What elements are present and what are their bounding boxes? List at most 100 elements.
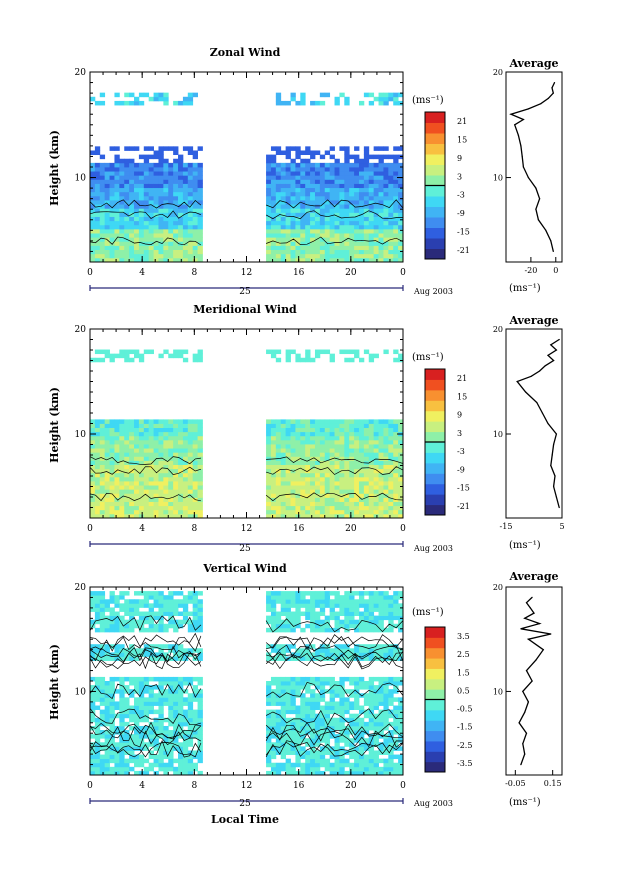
heatmap-cell: [373, 717, 379, 723]
heatmap-cell: [398, 501, 404, 507]
heatmap-cell: [344, 758, 350, 764]
heatmap-cell: [285, 505, 291, 511]
heatmap-cell: [138, 204, 145, 209]
colorbar-swatch: [425, 740, 445, 752]
heatmap-cell: [285, 212, 291, 217]
heatmap-cell: [124, 493, 130, 498]
colorbar-tick-label: 3.5: [457, 632, 470, 641]
heatmap-cell: [334, 460, 340, 465]
heatmap-cell: [305, 766, 311, 772]
heatmap-cell: [270, 228, 277, 234]
heatmap-cell: [354, 750, 360, 755]
heatmap-cell: [163, 162, 169, 168]
contour-line: [89, 456, 201, 465]
heatmap-cell: [124, 611, 130, 617]
heatmap-cell: [168, 721, 174, 727]
heatmap-cell: [104, 713, 110, 719]
heatmap-cell: [319, 734, 326, 739]
heatmap-cell: [354, 493, 360, 498]
heatmap-cell: [90, 464, 96, 470]
heatmap-cell: [94, 615, 101, 621]
heatmap-cell: [187, 611, 194, 617]
heatmap-cell: [94, 693, 101, 698]
heatmap-cell: [153, 150, 159, 156]
profile-point: [522, 690, 524, 693]
heatmap-cell: [285, 603, 291, 608]
heatmap-cell: [324, 656, 331, 661]
heatmap-cell: [339, 476, 345, 482]
heatmap-cell: [280, 468, 287, 474]
heatmap-cell: [192, 460, 198, 465]
heatmap-cell: [280, 204, 287, 209]
heatmap-cell: [280, 721, 287, 727]
heatmap-cell: [295, 619, 301, 625]
heatmap-cell: [358, 220, 365, 226]
heatmap-cell: [104, 200, 110, 205]
heatmap-cell: [324, 615, 331, 621]
heatmap-cell: [310, 220, 316, 226]
heatmap-cell: [388, 652, 394, 657]
heatmap-cell: [368, 746, 375, 751]
heatmap-cell: [373, 603, 379, 608]
heatmap-cell: [134, 237, 140, 242]
heatmap-cell: [349, 501, 355, 507]
heatmap-cell: [109, 476, 115, 482]
heatmap-cell: [109, 464, 115, 470]
profile-point: [520, 764, 522, 766]
heatmap-cell: [363, 754, 370, 760]
heatmap-cell: [354, 611, 360, 617]
heatmap-cell: [90, 648, 96, 653]
heatmap-cell: [124, 228, 130, 234]
date-label: 25: [239, 287, 251, 297]
heatmap-cell: [368, 439, 375, 445]
heatmap-cell: [197, 509, 203, 515]
heatmap-cell: [378, 162, 384, 168]
heatmap-cell: [344, 200, 350, 205]
heatmap-cell: [383, 167, 389, 172]
heatmap-cell: [178, 431, 184, 437]
heatmap-cell: [114, 627, 120, 633]
heatmap-cell: [187, 249, 194, 255]
heatmap-cell: [114, 228, 120, 234]
heatmap-cell: [368, 249, 375, 255]
heatmap-cell: [344, 228, 350, 234]
heatmap-cell: [148, 245, 154, 251]
heatmap-cell: [114, 224, 120, 230]
heatmap-cell: [310, 693, 316, 698]
heatmap-cell: [158, 730, 164, 735]
heatmap-cell: [168, 208, 174, 213]
heatmap-cell: [300, 750, 306, 755]
heatmap-cell: [358, 734, 365, 739]
heatmap-cell: [339, 652, 345, 657]
heatmap-cell: [270, 693, 277, 698]
profile-point: [552, 92, 554, 94]
heatmap-cell: [148, 619, 154, 625]
heatmap-cell: [300, 766, 306, 772]
heatmap-cell: [270, 648, 277, 653]
heatmap-cell: [305, 146, 311, 151]
heatmap-cell: [339, 705, 345, 711]
heatmap-cell: [393, 423, 399, 429]
heatmap-cell: [163, 509, 169, 515]
heatmap-cell: [104, 419, 110, 424]
heatmap-cell: [324, 179, 331, 184]
heatmap-cell: [270, 485, 277, 490]
heatmap-cell: [168, 175, 174, 180]
heatmap-cell: [134, 183, 140, 189]
heatmap-cell: [393, 730, 399, 735]
heatmap-cell: [329, 676, 335, 682]
heatmap-cell: [319, 754, 326, 760]
heatmap-cell: [314, 452, 321, 457]
heatmap-cell: [378, 766, 384, 772]
heatmap-cell: [134, 220, 140, 226]
profile-point: [527, 701, 530, 703]
contour-line: [89, 721, 202, 739]
heatmap-cell: [114, 448, 120, 453]
heatmap-cell: [378, 179, 384, 184]
heatmap-cell: [388, 200, 394, 205]
heatmap-cell: [290, 497, 296, 502]
heatmap-cell: [182, 742, 189, 747]
heatmap-cell: [94, 427, 101, 433]
heatmap-cell: [94, 249, 101, 255]
heatmap-cell: [290, 435, 296, 441]
